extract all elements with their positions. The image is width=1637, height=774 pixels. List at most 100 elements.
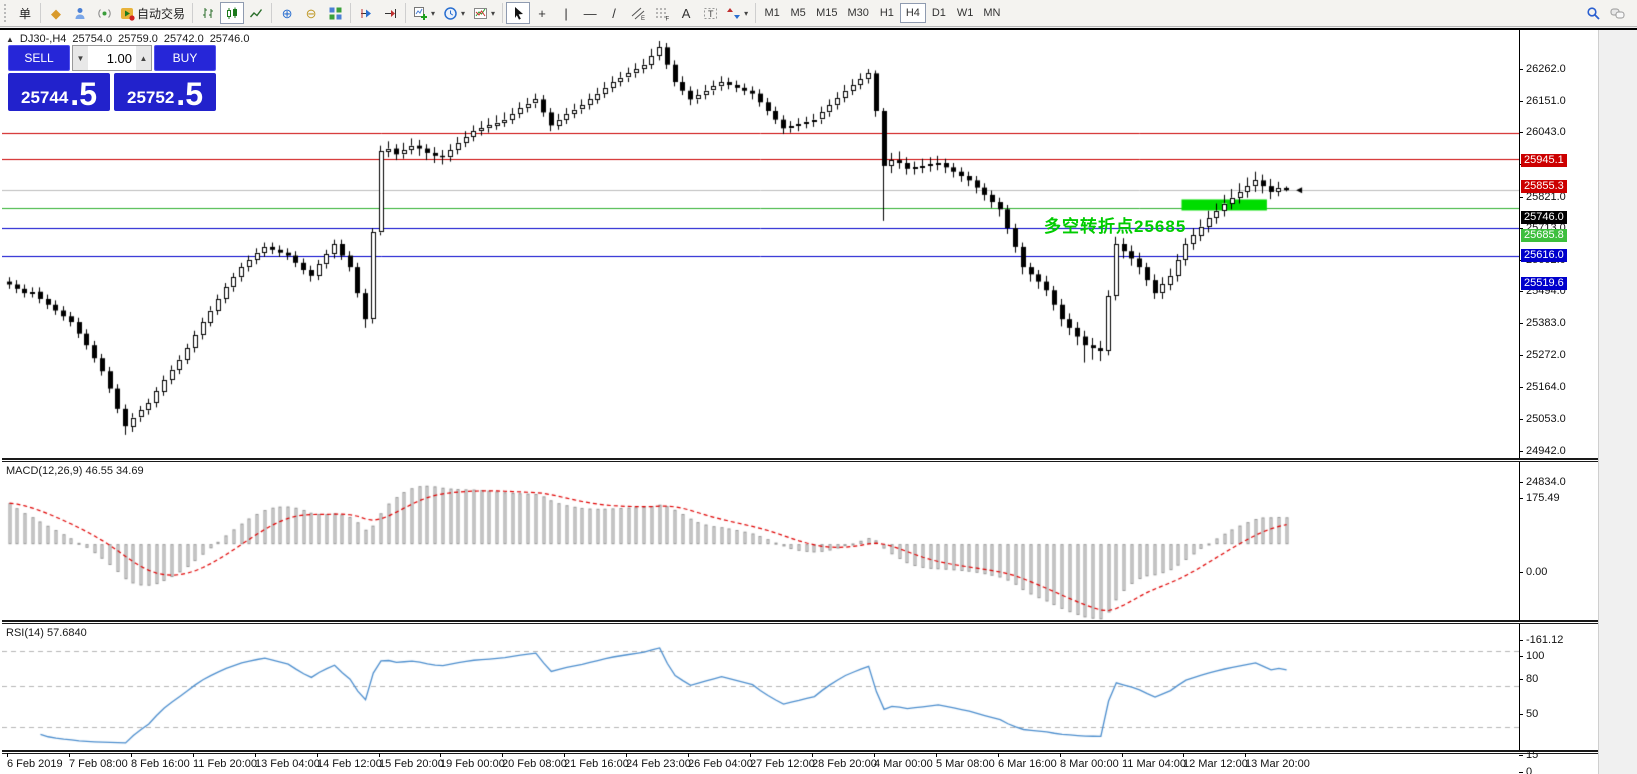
price-tick-mark xyxy=(1519,101,1523,102)
time-tick-mark xyxy=(626,753,627,757)
rsi-axis-label: 50 xyxy=(1526,708,1539,720)
price-tick-mark xyxy=(1519,132,1523,133)
main-chart-canvas[interactable] xyxy=(2,30,1519,458)
autotrading-button[interactable]: 自动交易 xyxy=(116,2,189,24)
candlestick-chart-icon[interactable] xyxy=(220,2,245,24)
timeframe-h1-button[interactable]: H1 xyxy=(879,7,894,19)
time-tick-mark xyxy=(255,753,256,757)
price-tick-mark xyxy=(1519,419,1523,420)
arrows-tool[interactable]: ▾ xyxy=(722,2,752,24)
time-axis-label: 26 Feb 04:00 xyxy=(688,758,753,770)
timeframe-m30-button[interactable]: M30 xyxy=(847,7,869,19)
price-line-badge: 25746.0 xyxy=(1521,211,1567,224)
collapse-arrow-icon[interactable]: ▲ xyxy=(6,34,14,44)
svg-text:F: F xyxy=(665,16,669,21)
cursor-tool[interactable] xyxy=(506,2,531,24)
time-axis-label: 8 Mar 00:00 xyxy=(1060,758,1119,770)
rsi-axis-label: 80 xyxy=(1526,673,1539,685)
profiles-button[interactable]: ▾ xyxy=(439,2,469,24)
hline-tool[interactable]: — xyxy=(583,5,597,21)
new-chart-button[interactable]: ▾ xyxy=(409,2,439,24)
history-center-icon[interactable]: ◆ xyxy=(51,5,61,21)
text-tool[interactable]: A xyxy=(681,5,691,21)
macd-canvas[interactable] xyxy=(2,462,1519,620)
time-tick-mark xyxy=(998,753,999,757)
macd-pane-separator[interactable] xyxy=(2,458,1598,462)
auto-scroll-icon[interactable] xyxy=(378,2,402,24)
rsi-axis-label: 100 xyxy=(1526,650,1545,662)
macd-indicator-label: MACD(12,26,9) 46.55 34.69 xyxy=(6,465,144,477)
bid-main-digits: 25744 xyxy=(21,88,69,107)
bar-chart-icon[interactable] xyxy=(196,2,220,24)
time-tick-mark xyxy=(502,753,503,757)
crosshair-tool[interactable]: + xyxy=(538,5,546,21)
new-order-button[interactable]: 单 xyxy=(18,6,31,21)
search-icon[interactable] xyxy=(1581,2,1605,24)
time-tick-mark xyxy=(874,753,875,757)
signals-icon[interactable] xyxy=(92,2,116,24)
volume-decrease-button[interactable]: ▼ xyxy=(73,46,88,70)
price-line-badge: 25855.3 xyxy=(1521,180,1567,193)
price-tick-label: 25383.0 xyxy=(1526,317,1566,329)
rsi-axis-label: 0 xyxy=(1526,766,1533,774)
time-axis-label: 11 Mar 04:00 xyxy=(1122,758,1187,770)
timeframe-m5-button[interactable]: M5 xyxy=(790,7,806,19)
zoom-in-icon[interactable]: ⊕ xyxy=(281,5,293,21)
svg-text:T: T xyxy=(708,9,714,19)
rsi-tick-mark xyxy=(1519,679,1523,680)
time-tick-mark xyxy=(69,753,70,757)
time-axis-label: 21 Feb 16:00 xyxy=(564,758,629,770)
price-tick-label: 25164.0 xyxy=(1526,381,1566,393)
macd-axis-label: -161.12 xyxy=(1526,634,1564,646)
rsi-axis-label: 15 xyxy=(1526,749,1539,761)
tile-windows-icon[interactable] xyxy=(323,2,347,24)
trendline-tool[interactable]: / xyxy=(612,5,616,21)
timeframe-h4-button[interactable]: H4 xyxy=(899,3,926,23)
timeframe-m1-button[interactable]: M1 xyxy=(764,7,780,19)
one-click-trading-panel: SELL ▼ ▲ BUY 25744 .5 25752 .5 xyxy=(8,45,216,111)
toolbar-separator xyxy=(405,3,407,23)
svg-text:E: E xyxy=(641,16,645,21)
volume-input[interactable] xyxy=(88,49,136,67)
price-tick-label: 25272.0 xyxy=(1526,349,1566,361)
metaeditor-icon[interactable] xyxy=(68,2,92,24)
time-axis-label: 5 Mar 08:00 xyxy=(936,758,995,770)
ohlc-open: 25754.0 xyxy=(72,33,113,45)
volume-increase-button[interactable]: ▲ xyxy=(136,46,151,70)
bid-fraction-digit: .5 xyxy=(70,76,97,112)
timeframe-m15-button[interactable]: M15 xyxy=(816,7,838,19)
vline-tool[interactable]: | xyxy=(564,5,568,21)
time-axis-label: 28 Feb 20:00 xyxy=(812,758,877,770)
toolbar-separator xyxy=(755,3,757,23)
ask-price-display[interactable]: 25752 .5 xyxy=(114,73,216,111)
channel-tool[interactable]: E xyxy=(626,2,650,24)
price-tick-mark xyxy=(1519,355,1523,356)
buy-button[interactable]: BUY xyxy=(154,45,216,71)
chart-shift-icon[interactable] xyxy=(354,2,378,24)
indicators-button[interactable]: ▾ xyxy=(469,2,499,24)
rsi-pane-separator[interactable] xyxy=(2,620,1598,624)
rsi-tick-mark xyxy=(1519,714,1523,715)
bid-price-display[interactable]: 25744 .5 xyxy=(8,73,110,111)
price-tick-mark xyxy=(1519,69,1523,70)
price-tick-mark xyxy=(1519,197,1523,198)
fibo-tool[interactable]: F xyxy=(650,2,674,24)
chart-window: ▲ DJ30-,H4 25754.0 25759.0 25742.0 25746… xyxy=(0,28,1637,774)
time-axis-label: 13 Mar 20:00 xyxy=(1245,758,1310,770)
timeframe-w1-button[interactable]: W1 xyxy=(956,7,974,19)
label-tool[interactable]: T xyxy=(698,2,722,24)
time-tick-mark xyxy=(1060,753,1061,757)
right-gutter xyxy=(1598,30,1637,774)
macd-tick-mark xyxy=(1519,640,1523,641)
time-axis-label: 6 Mar 16:00 xyxy=(998,758,1057,770)
timeframe-d1-button[interactable]: D1 xyxy=(931,7,946,19)
time-axis-label: 4 Mar 00:00 xyxy=(874,758,933,770)
line-chart-icon[interactable] xyxy=(244,2,268,24)
zoom-out-icon[interactable]: ⊖ xyxy=(305,5,317,21)
sell-button[interactable]: SELL xyxy=(8,45,70,71)
price-tick-mark xyxy=(1519,323,1523,324)
timeframe-mn-button[interactable]: MN xyxy=(983,7,1001,19)
chat-icon[interactable] xyxy=(1605,2,1629,24)
rsi-canvas[interactable] xyxy=(2,624,1519,750)
